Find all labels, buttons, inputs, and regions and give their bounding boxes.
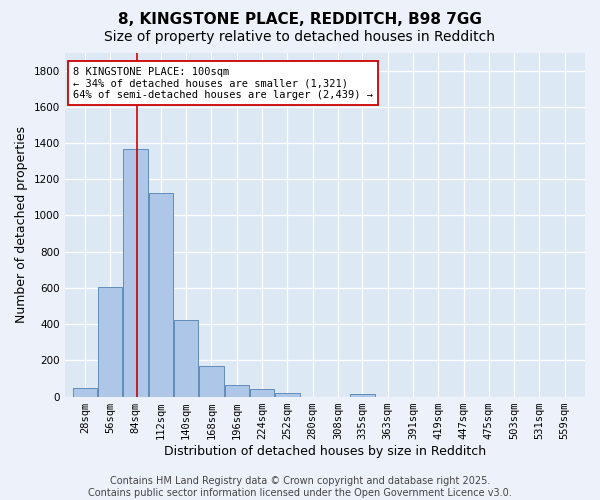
Bar <box>199 366 224 396</box>
Bar <box>250 390 274 396</box>
Text: 8, KINGSTONE PLACE, REDDITCH, B98 7GG: 8, KINGSTONE PLACE, REDDITCH, B98 7GG <box>118 12 482 28</box>
Bar <box>124 150 148 396</box>
Bar <box>174 320 199 396</box>
Bar <box>98 287 122 397</box>
Bar <box>73 388 97 396</box>
Bar <box>275 393 299 396</box>
Bar <box>224 385 249 396</box>
Text: Contains HM Land Registry data © Crown copyright and database right 2025.
Contai: Contains HM Land Registry data © Crown c… <box>88 476 512 498</box>
Text: 8 KINGSTONE PLACE: 100sqm
← 34% of detached houses are smaller (1,321)
64% of se: 8 KINGSTONE PLACE: 100sqm ← 34% of detac… <box>73 66 373 100</box>
X-axis label: Distribution of detached houses by size in Redditch: Distribution of detached houses by size … <box>164 444 486 458</box>
Y-axis label: Number of detached properties: Number of detached properties <box>15 126 28 323</box>
Bar <box>350 394 374 396</box>
Bar <box>149 193 173 396</box>
Text: Size of property relative to detached houses in Redditch: Size of property relative to detached ho… <box>104 30 496 44</box>
